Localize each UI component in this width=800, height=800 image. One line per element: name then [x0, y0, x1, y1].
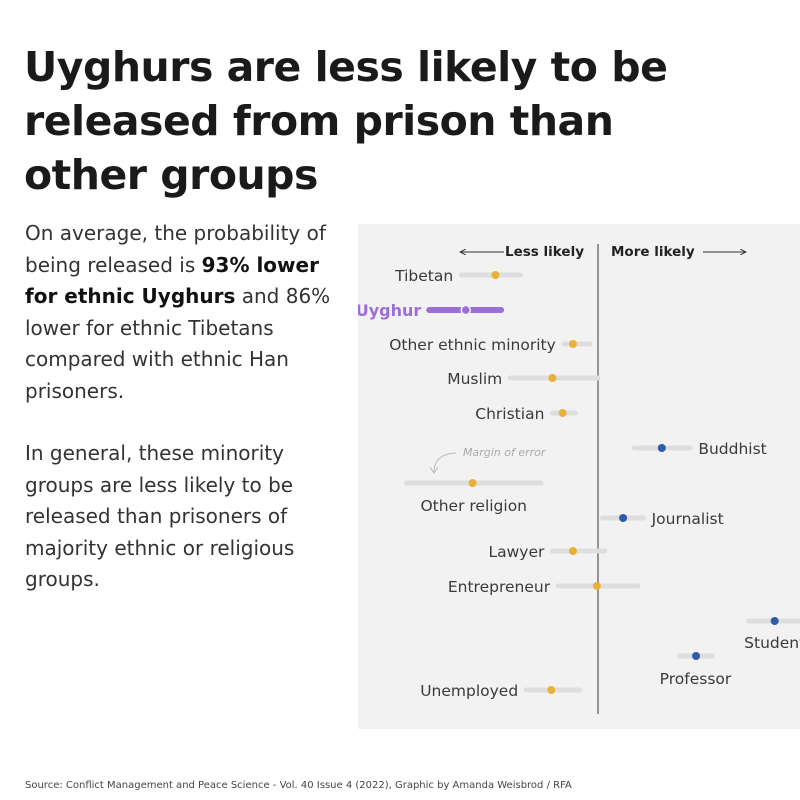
description-paragraph-1: On average, the probability of being rel… [25, 218, 355, 407]
title-line: released from prison than [24, 97, 614, 145]
category-label: Other religion [420, 497, 527, 515]
estimate-point [568, 547, 577, 555]
category-label: Buddhist [698, 440, 766, 458]
category-label: Christian [475, 405, 544, 423]
category-label: Other ethnic minority [389, 336, 556, 354]
title-line: other groups [24, 151, 318, 199]
annotation-leader-line [433, 452, 457, 473]
title-line: Uyghurs are less likely to be [24, 43, 668, 91]
description-emphasis: 93% lower for ethnic Uyghurs [25, 252, 319, 309]
category-label: Lawyer [488, 543, 545, 561]
estimate-point [547, 686, 556, 694]
description: On average, the probability of being rel… [25, 218, 355, 596]
chart-marks: Tibetan Uyghur Other ethnic minority Muslim… [358, 267, 800, 700]
estimate-point [619, 514, 628, 522]
category-label: Journalist [651, 510, 724, 528]
category-label: Unemployed [420, 682, 518, 700]
estimate-point [592, 582, 601, 590]
source-note: Source: Conflict Management and Peace Sc… [25, 780, 572, 791]
category-label: Entrepreneur [448, 578, 551, 596]
estimate-point [468, 479, 477, 487]
estimate-point [491, 271, 500, 279]
category-label: Muslim [447, 370, 502, 388]
chart-panel: Less likely More likely Margin of error … [358, 224, 800, 729]
estimate-point [692, 652, 701, 660]
estimate-point [460, 304, 472, 316]
chart-title: Uyghurs are less likely to be released f… [24, 40, 724, 202]
category-label: Tibetan [394, 267, 453, 285]
category-label: Professor [660, 670, 732, 688]
estimate-point [770, 617, 779, 625]
annotation-arrow-icon [429, 466, 439, 474]
description-text: On average, the probability of being rel… [25, 221, 326, 277]
estimate-point [558, 409, 567, 417]
estimate-point [568, 340, 577, 348]
margin-of-error-annotation: Margin of error [463, 446, 547, 459]
estimate-point [657, 444, 666, 452]
description-paragraph-2: In general, these minority groups are le… [25, 441, 295, 591]
axis-label-left: Less likely [505, 244, 584, 260]
category-label: Student [744, 634, 800, 652]
category-label: Uyghur [358, 301, 421, 320]
estimate-point [548, 374, 557, 382]
axis-label-right: More likely [611, 244, 695, 260]
dot-whisker-chart: Less likely More likely Margin of error … [358, 244, 800, 714]
description-text: and 86% lower for ethnic Tibetans compar… [25, 284, 331, 403]
